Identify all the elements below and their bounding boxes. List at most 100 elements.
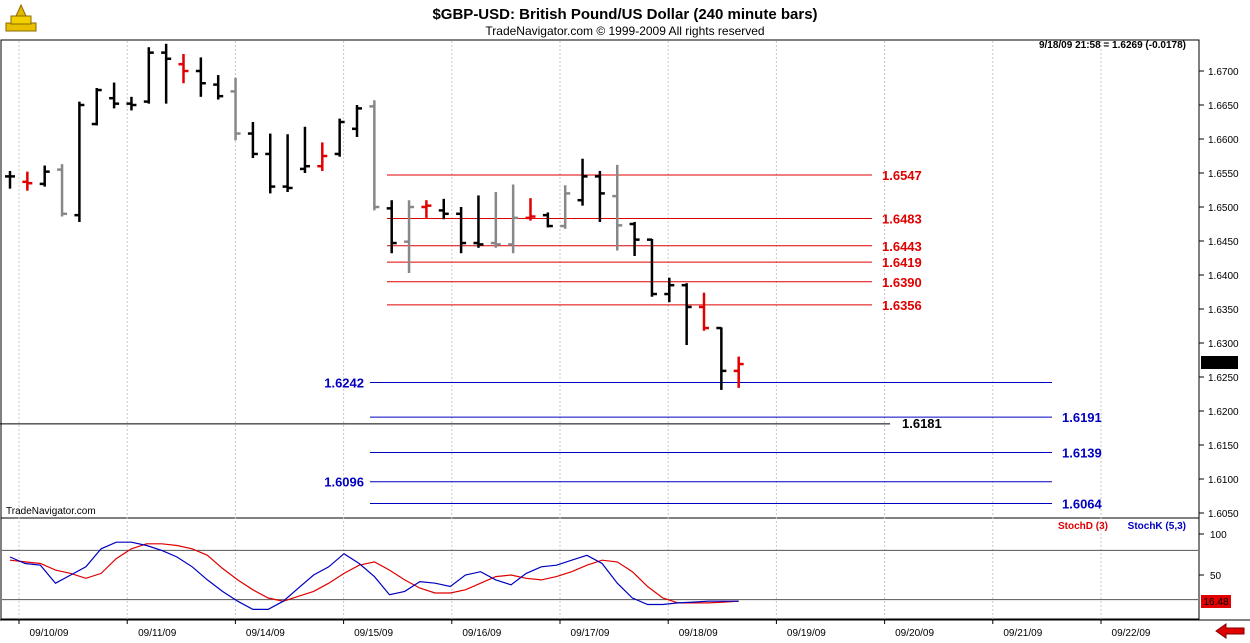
vertical-grid xyxy=(18,41,1102,619)
stochastic-layer: 50 100 xyxy=(2,530,1227,611)
legend-stochk: StochK (5,3) xyxy=(1128,521,1186,532)
ohlc-bar xyxy=(560,185,571,229)
ohlc-bar xyxy=(473,195,484,248)
scroll-left-arrow-icon[interactable] xyxy=(1214,622,1246,640)
ohlc-bar xyxy=(681,283,692,346)
y-tick-label: 1.6550 xyxy=(1208,169,1239,180)
y-tick-label: 1.6450 xyxy=(1208,237,1239,248)
ohlc-bar xyxy=(195,57,206,97)
ohlc-bar xyxy=(646,238,657,297)
watermark: TradeNavigator.com xyxy=(6,506,96,517)
ohlc-bar xyxy=(161,43,172,104)
ohlc-bar xyxy=(143,47,154,104)
y-tick-label: 1.6700 xyxy=(1208,67,1239,78)
ohlc-bar xyxy=(282,134,293,193)
ohlc-bar xyxy=(178,54,189,84)
time-axis: 09/10/09 09/11/09 09/14/09 09/15/09 09/16/09… xyxy=(18,619,1151,639)
ohlc-bar xyxy=(369,100,380,211)
last-quote: 9/18/09 21:58 = 1.6269 (-0.0178) xyxy=(1039,40,1186,51)
ohlc-bar xyxy=(542,212,553,228)
ohlc-bar xyxy=(109,82,120,109)
price-axis: 1.6050 1.6100 1.6150 1.6200 1.6250 1.6300 1.63… xyxy=(1199,67,1239,520)
ohlc-bar xyxy=(490,192,501,248)
ohlc-bar xyxy=(91,88,102,126)
y-tick-label: 1.6050 xyxy=(1208,509,1239,520)
ohlc-bar xyxy=(265,133,276,194)
stoch-series-k xyxy=(9,541,739,611)
y-tick-label: 1.6350 xyxy=(1208,305,1239,316)
ohlc-bar xyxy=(525,198,536,221)
level-label-1.6096: 1.6096 xyxy=(324,475,364,490)
ohlc-bar xyxy=(247,122,258,159)
y-tick-label: 1.6300 xyxy=(1208,339,1239,350)
x-tick-label: 09/22/09 xyxy=(1112,628,1151,639)
y-tick-label: 1.6600 xyxy=(1208,135,1239,146)
svg-text:16.48: 16.48 xyxy=(1203,597,1228,608)
ohlc-bar xyxy=(508,184,519,254)
stoch-series-d xyxy=(9,543,739,604)
x-tick-label: 09/14/09 xyxy=(246,628,285,639)
ohlc-bar xyxy=(438,198,449,220)
current-stoch-label: 16.48 xyxy=(1201,595,1231,608)
x-tick-label: 09/11/09 xyxy=(138,628,177,639)
level-label-1.6390: 1.6390 xyxy=(882,275,922,290)
ohlc-bar xyxy=(74,101,85,222)
stoch-tick-label: 50 xyxy=(1210,571,1222,582)
y-tick-label: 1.6500 xyxy=(1208,203,1239,214)
y-tick-label: 1.6650 xyxy=(1208,101,1239,112)
y-tick-label: 1.6200 xyxy=(1208,407,1239,418)
level-label-1.6443: 1.6443 xyxy=(882,239,922,254)
ohlc-bar xyxy=(456,207,467,254)
ohlc-bar xyxy=(230,77,241,141)
copyright-text: TradeNavigator.com © 1999-2009 All right… xyxy=(485,24,764,38)
level-label-1.6547: 1.6547 xyxy=(882,168,922,183)
ohlc-bar xyxy=(213,75,224,100)
level-label-1.6483: 1.6483 xyxy=(882,212,922,227)
ohlc-bar xyxy=(22,171,33,191)
ohlc-bar xyxy=(317,142,328,171)
x-tick-label: 09/16/09 xyxy=(462,628,501,639)
ohlc-bar xyxy=(733,356,744,388)
level-label-1.6356: 1.6356 xyxy=(882,298,922,313)
ohlc-bar xyxy=(699,292,709,331)
stoch-tick-label: 100 xyxy=(1210,530,1227,541)
level-label-1.6181: 1.6181 xyxy=(902,416,942,431)
price-panel-frame xyxy=(0,39,1200,519)
ohlc-bar xyxy=(5,170,15,189)
ohlc-bar xyxy=(57,164,68,217)
ohlc-bar xyxy=(629,221,640,256)
price-bars xyxy=(5,43,744,390)
level-label-1.6242: 1.6242 xyxy=(324,375,364,390)
y-tick-label: 1.6400 xyxy=(1208,271,1239,282)
y-tick-label: 1.6100 xyxy=(1208,475,1239,486)
ohlc-bar xyxy=(716,326,727,390)
stoch-panel-frame xyxy=(0,517,1200,620)
ohlc-bar xyxy=(386,200,397,254)
ohlc-bar xyxy=(404,200,415,273)
x-tick-label: 09/20/09 xyxy=(895,628,934,639)
ohlc-bar xyxy=(612,164,623,251)
x-tick-label: 09/15/09 xyxy=(354,628,393,639)
x-tick-label: 09/17/09 xyxy=(571,628,610,639)
y-tick-label: 1.6250 xyxy=(1208,373,1239,384)
level-label-1.6139: 1.6139 xyxy=(1062,445,1102,460)
level-label-1.6191: 1.6191 xyxy=(1062,410,1102,425)
level-label-1.6064: 1.6064 xyxy=(1062,496,1103,511)
y-tick-label: 1.6150 xyxy=(1208,441,1239,452)
current-price-label: 1.6269 xyxy=(1201,356,1238,369)
ohlc-bar xyxy=(421,200,432,218)
x-tick-label: 09/18/09 xyxy=(679,628,718,639)
x-tick-label: 09/19/09 xyxy=(787,628,826,639)
chart-title: $GBP-USD: British Pound/US Dollar (240 m… xyxy=(432,6,817,23)
legend-stochd: StochD (3) xyxy=(1058,521,1108,532)
svg-text:1.6269: 1.6269 xyxy=(1204,358,1235,369)
ohlc-bar xyxy=(664,277,675,303)
ohlc-bar xyxy=(299,126,310,173)
x-tick-label: 09/10/09 xyxy=(30,628,69,639)
ohlc-bar xyxy=(334,118,345,157)
logo-icon xyxy=(5,3,37,32)
ohlc-bar xyxy=(352,105,362,137)
ohlc-bar xyxy=(577,158,588,206)
